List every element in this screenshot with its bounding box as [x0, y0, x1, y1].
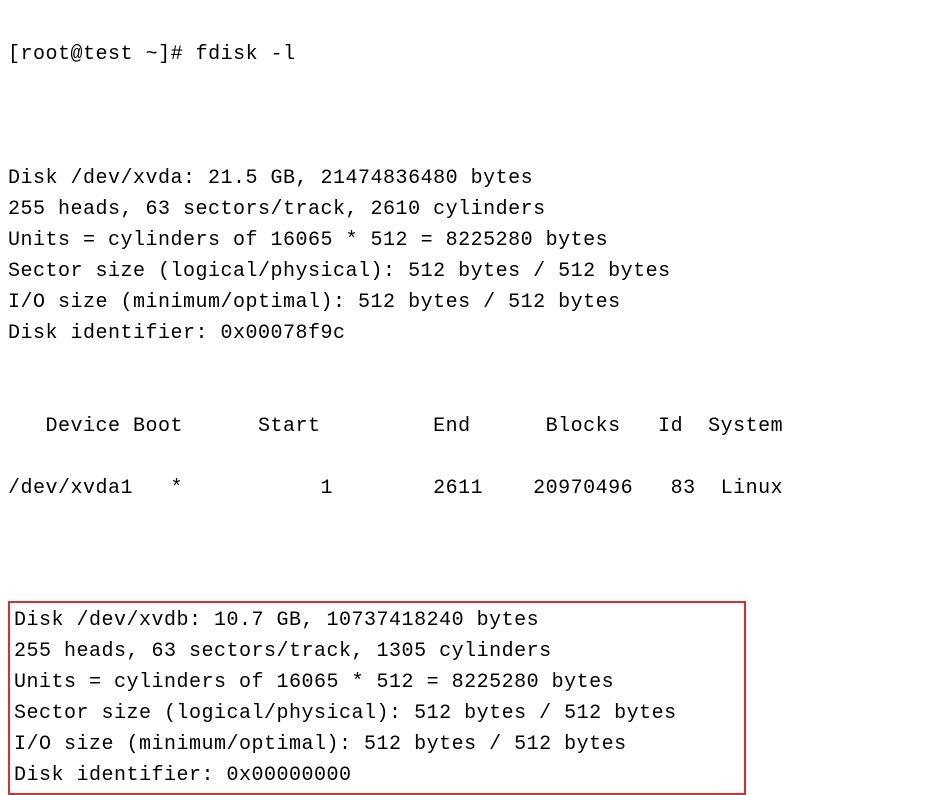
prompt-symbol: #: [171, 43, 184, 66]
partition-table-header: Device Boot Start End Blocks Id System: [8, 411, 926, 442]
terminal-output: [root@test ~]# fdisk -l Disk /dev/xvda: …: [8, 8, 926, 795]
disk1-identifier: Disk identifier: 0x00078f9c: [8, 322, 346, 345]
disk1-io-size: I/O size (minimum/optimal): 512 bytes / …: [8, 291, 621, 314]
disk1-header: Disk /dev/xvda: 21.5 GB, 21474836480 byt…: [8, 167, 533, 190]
disk1-geometry: 255 heads, 63 sectors/track, 2610 cylind…: [8, 198, 546, 221]
prompt-user: root: [21, 43, 71, 66]
disk2-geometry: 255 heads, 63 sectors/track, 1305 cylind…: [14, 640, 552, 663]
command-text: fdisk -l: [196, 43, 296, 66]
disk2-sector-size: Sector size (logical/physical): 512 byte…: [14, 702, 677, 725]
disk1-sector-size: Sector size (logical/physical): 512 byte…: [8, 260, 671, 283]
blank-line: [8, 349, 926, 380]
partition-table-row: /dev/xvda1 * 1 2611 20970496 83 Linux: [8, 473, 926, 504]
blank-line: [8, 535, 926, 566]
disk1-units: Units = cylinders of 16065 * 512 = 82252…: [8, 229, 608, 252]
disk2-units: Units = cylinders of 16065 * 512 = 82252…: [14, 671, 614, 694]
disk2-io-size: I/O size (minimum/optimal): 512 bytes / …: [14, 733, 627, 756]
prompt-host: test: [83, 43, 133, 66]
disk2-header: Disk /dev/xvdb: 10.7 GB, 10737418240 byt…: [14, 609, 539, 632]
blank-line: [8, 101, 926, 132]
prompt-cwd: ~: [146, 43, 159, 66]
disk2-identifier: Disk identifier: 0x00000000: [14, 764, 352, 787]
command-prompt: [root@test ~]# fdisk -l: [8, 39, 926, 70]
highlighted-disk-section: Disk /dev/xvdb: 10.7 GB, 10737418240 byt…: [8, 601, 746, 795]
